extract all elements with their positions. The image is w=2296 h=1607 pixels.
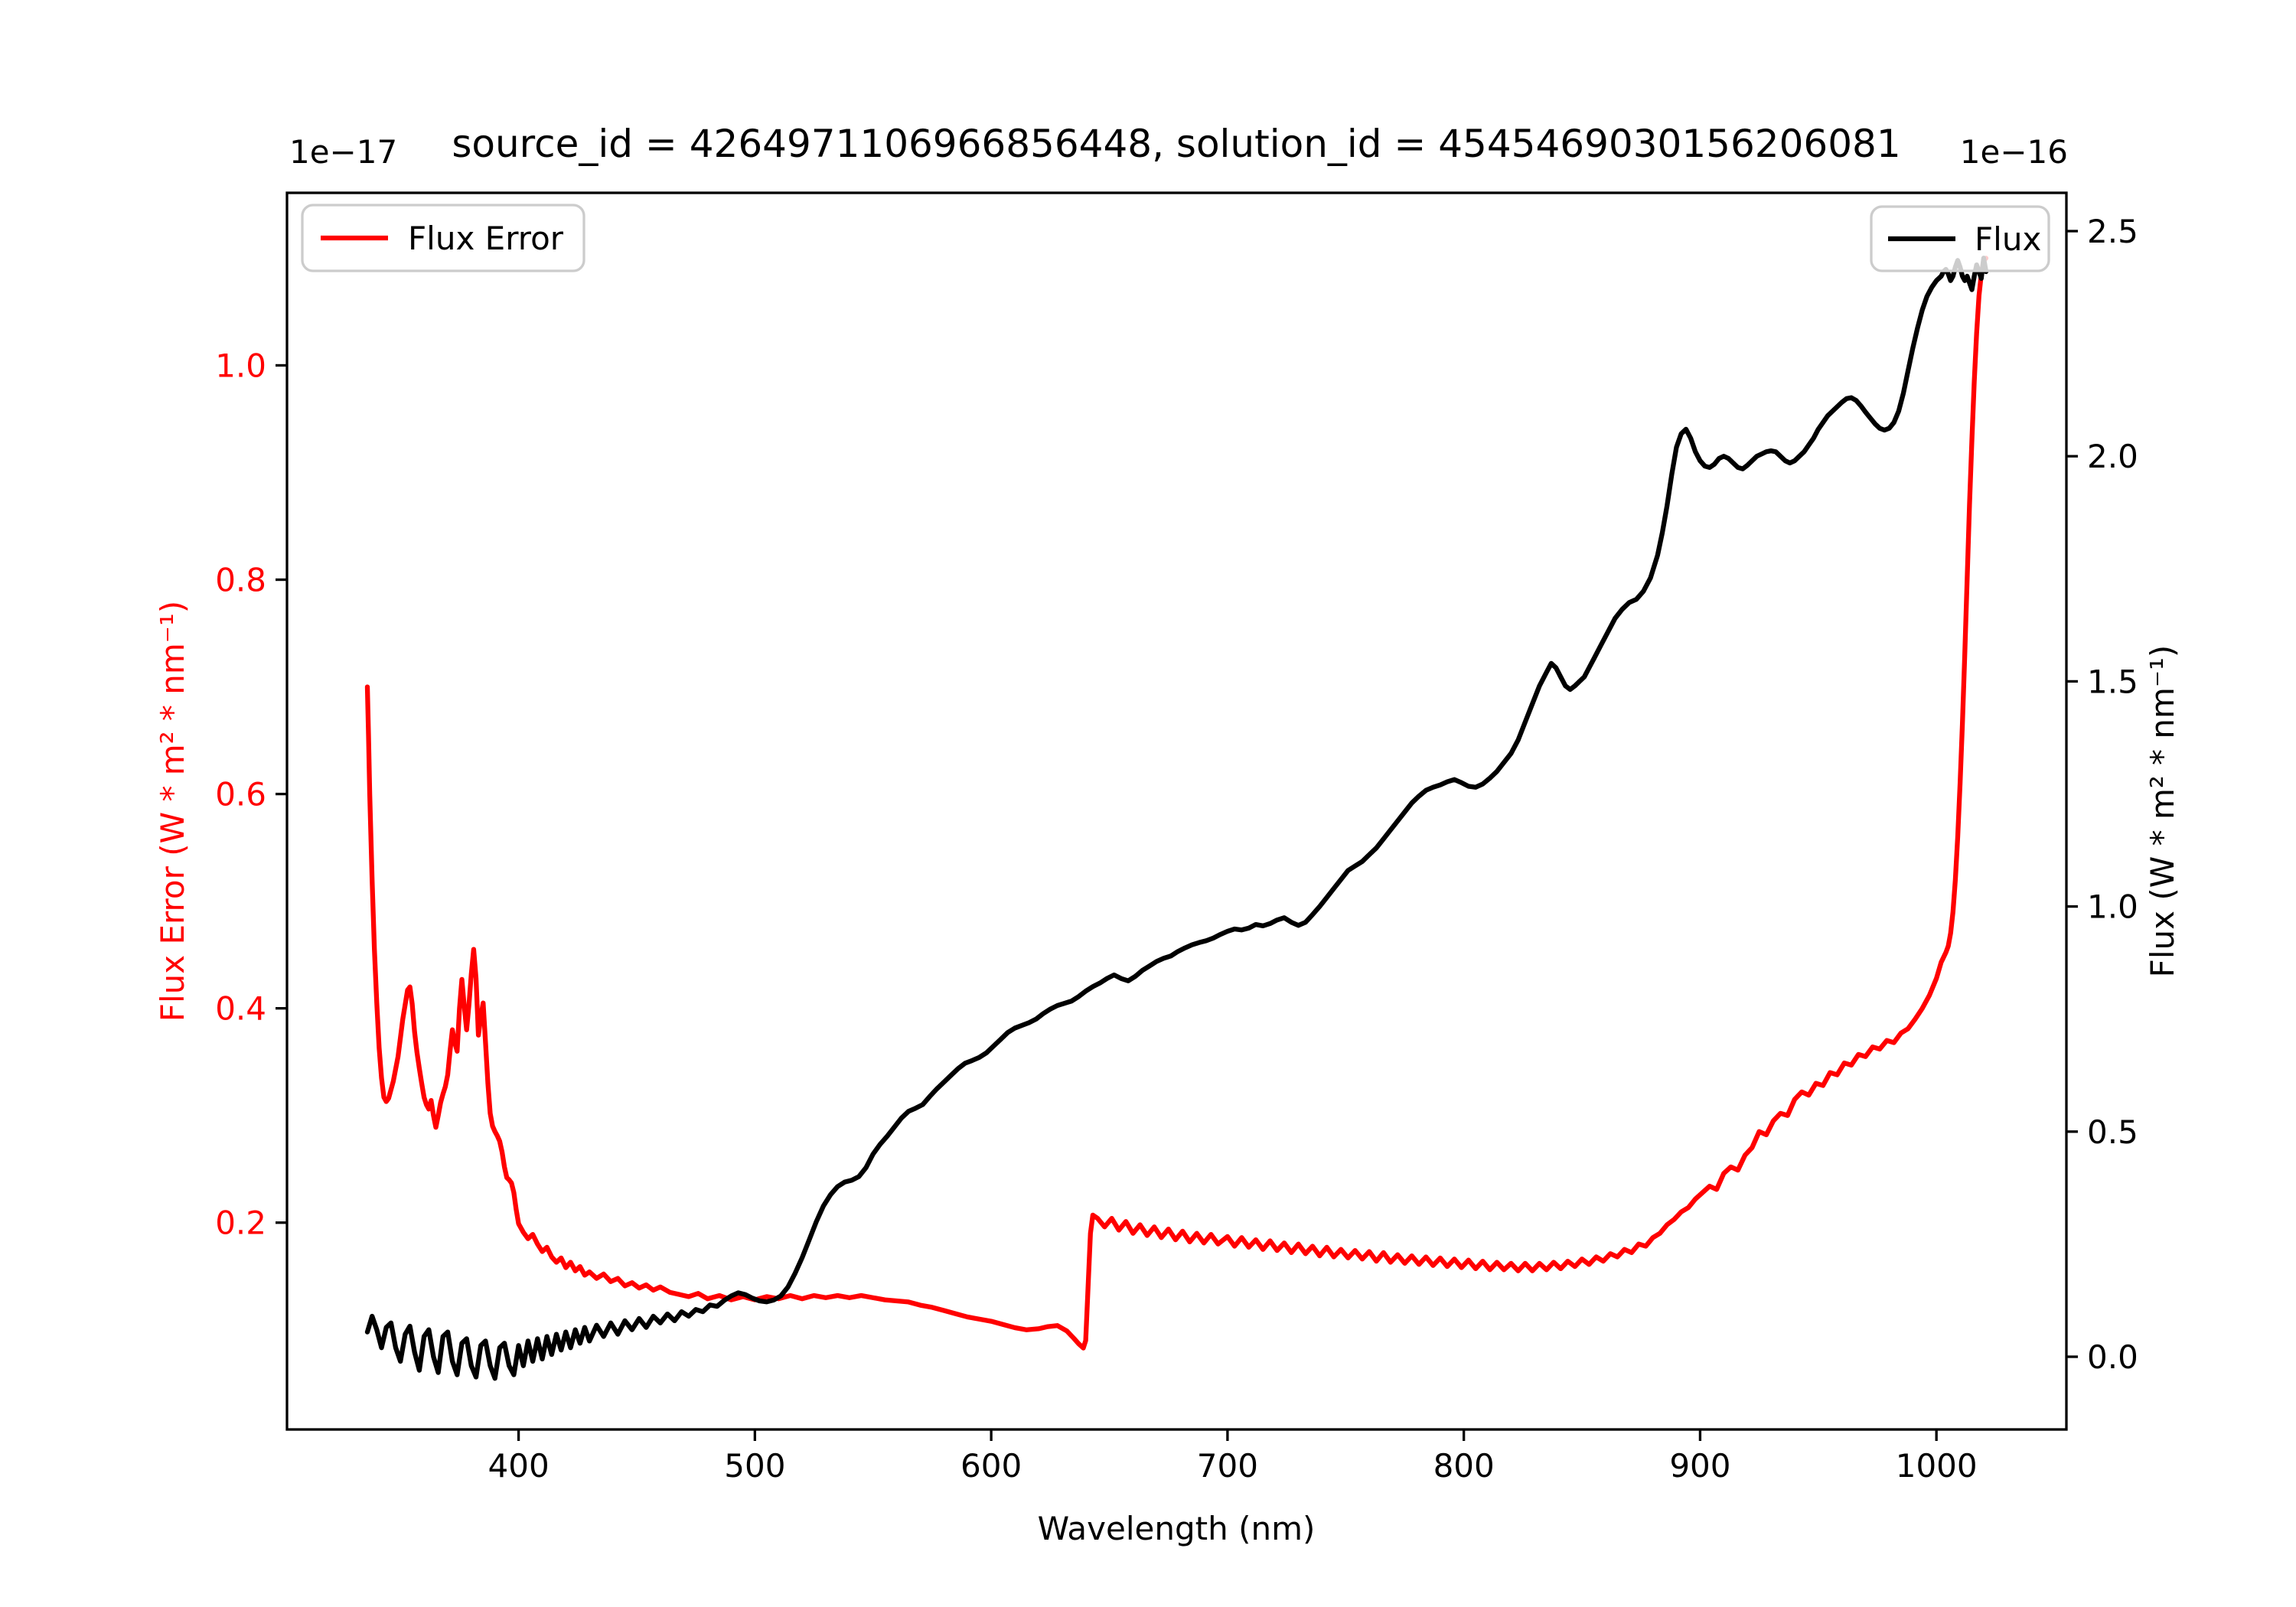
legend-flux: Flux (1870, 205, 2050, 272)
x-axis-label: Wavelength (nm) (1038, 1510, 1316, 1547)
x-tick-label: 400 (488, 1447, 550, 1485)
right-axis-offset-text: 1e−16 (1960, 133, 2068, 171)
right-y-axis-label: Flux (W * m² * nm⁻¹) (2144, 645, 2181, 978)
left-axis-offset-text: 1e−17 (289, 133, 397, 171)
right-y-tick-label: 2.0 (2087, 438, 2138, 475)
left-y-tick-label: 0.2 (215, 1204, 266, 1242)
x-tick-label: 700 (1197, 1447, 1258, 1485)
left-y-axis-label: Flux Error (W * m² * nm⁻¹) (154, 601, 191, 1022)
legend-flux-error-box (301, 204, 585, 272)
right-y-tick-label: 0.0 (2087, 1338, 2138, 1376)
right-y-tick-label: 2.5 (2087, 213, 2138, 250)
x-tick-label: 800 (1433, 1447, 1495, 1485)
legend-flux-label: Flux (1975, 220, 2041, 258)
legend-flux-error-label: Flux Error (408, 220, 564, 257)
x-tick-label: 1000 (1896, 1447, 1978, 1485)
legend-flux-error: Flux Error (301, 204, 585, 272)
curves-layer (364, 256, 1989, 1381)
axes-layer: 400 500 600 700 800 900 1000 0.2 0.4 0.6 0.8 1.0 0.0… (215, 191, 2138, 1485)
right-y-tick-label: 1.0 (2087, 888, 2138, 926)
series-line-flux (364, 256, 1989, 1381)
left-y-tick-label: 1.0 (215, 347, 266, 384)
x-tick-label: 500 (724, 1447, 785, 1485)
left-y-tick-label: 0.4 (215, 990, 266, 1028)
right-y-tick-label: 1.5 (2087, 663, 2138, 700)
right-y-tick-label: 0.5 (2087, 1113, 2138, 1151)
series-line-flux-error (364, 256, 1989, 1351)
legend-flux-box (1870, 205, 2050, 272)
plot-border (285, 191, 2068, 1431)
left-y-tick-label: 0.8 (215, 562, 266, 599)
x-tick-label: 600 (960, 1447, 1022, 1485)
left-y-tick-label: 0.6 (215, 776, 266, 813)
chart-title: source_id = 4264971106966856448, solutio… (452, 122, 1900, 166)
x-tick-label: 900 (1669, 1447, 1730, 1485)
